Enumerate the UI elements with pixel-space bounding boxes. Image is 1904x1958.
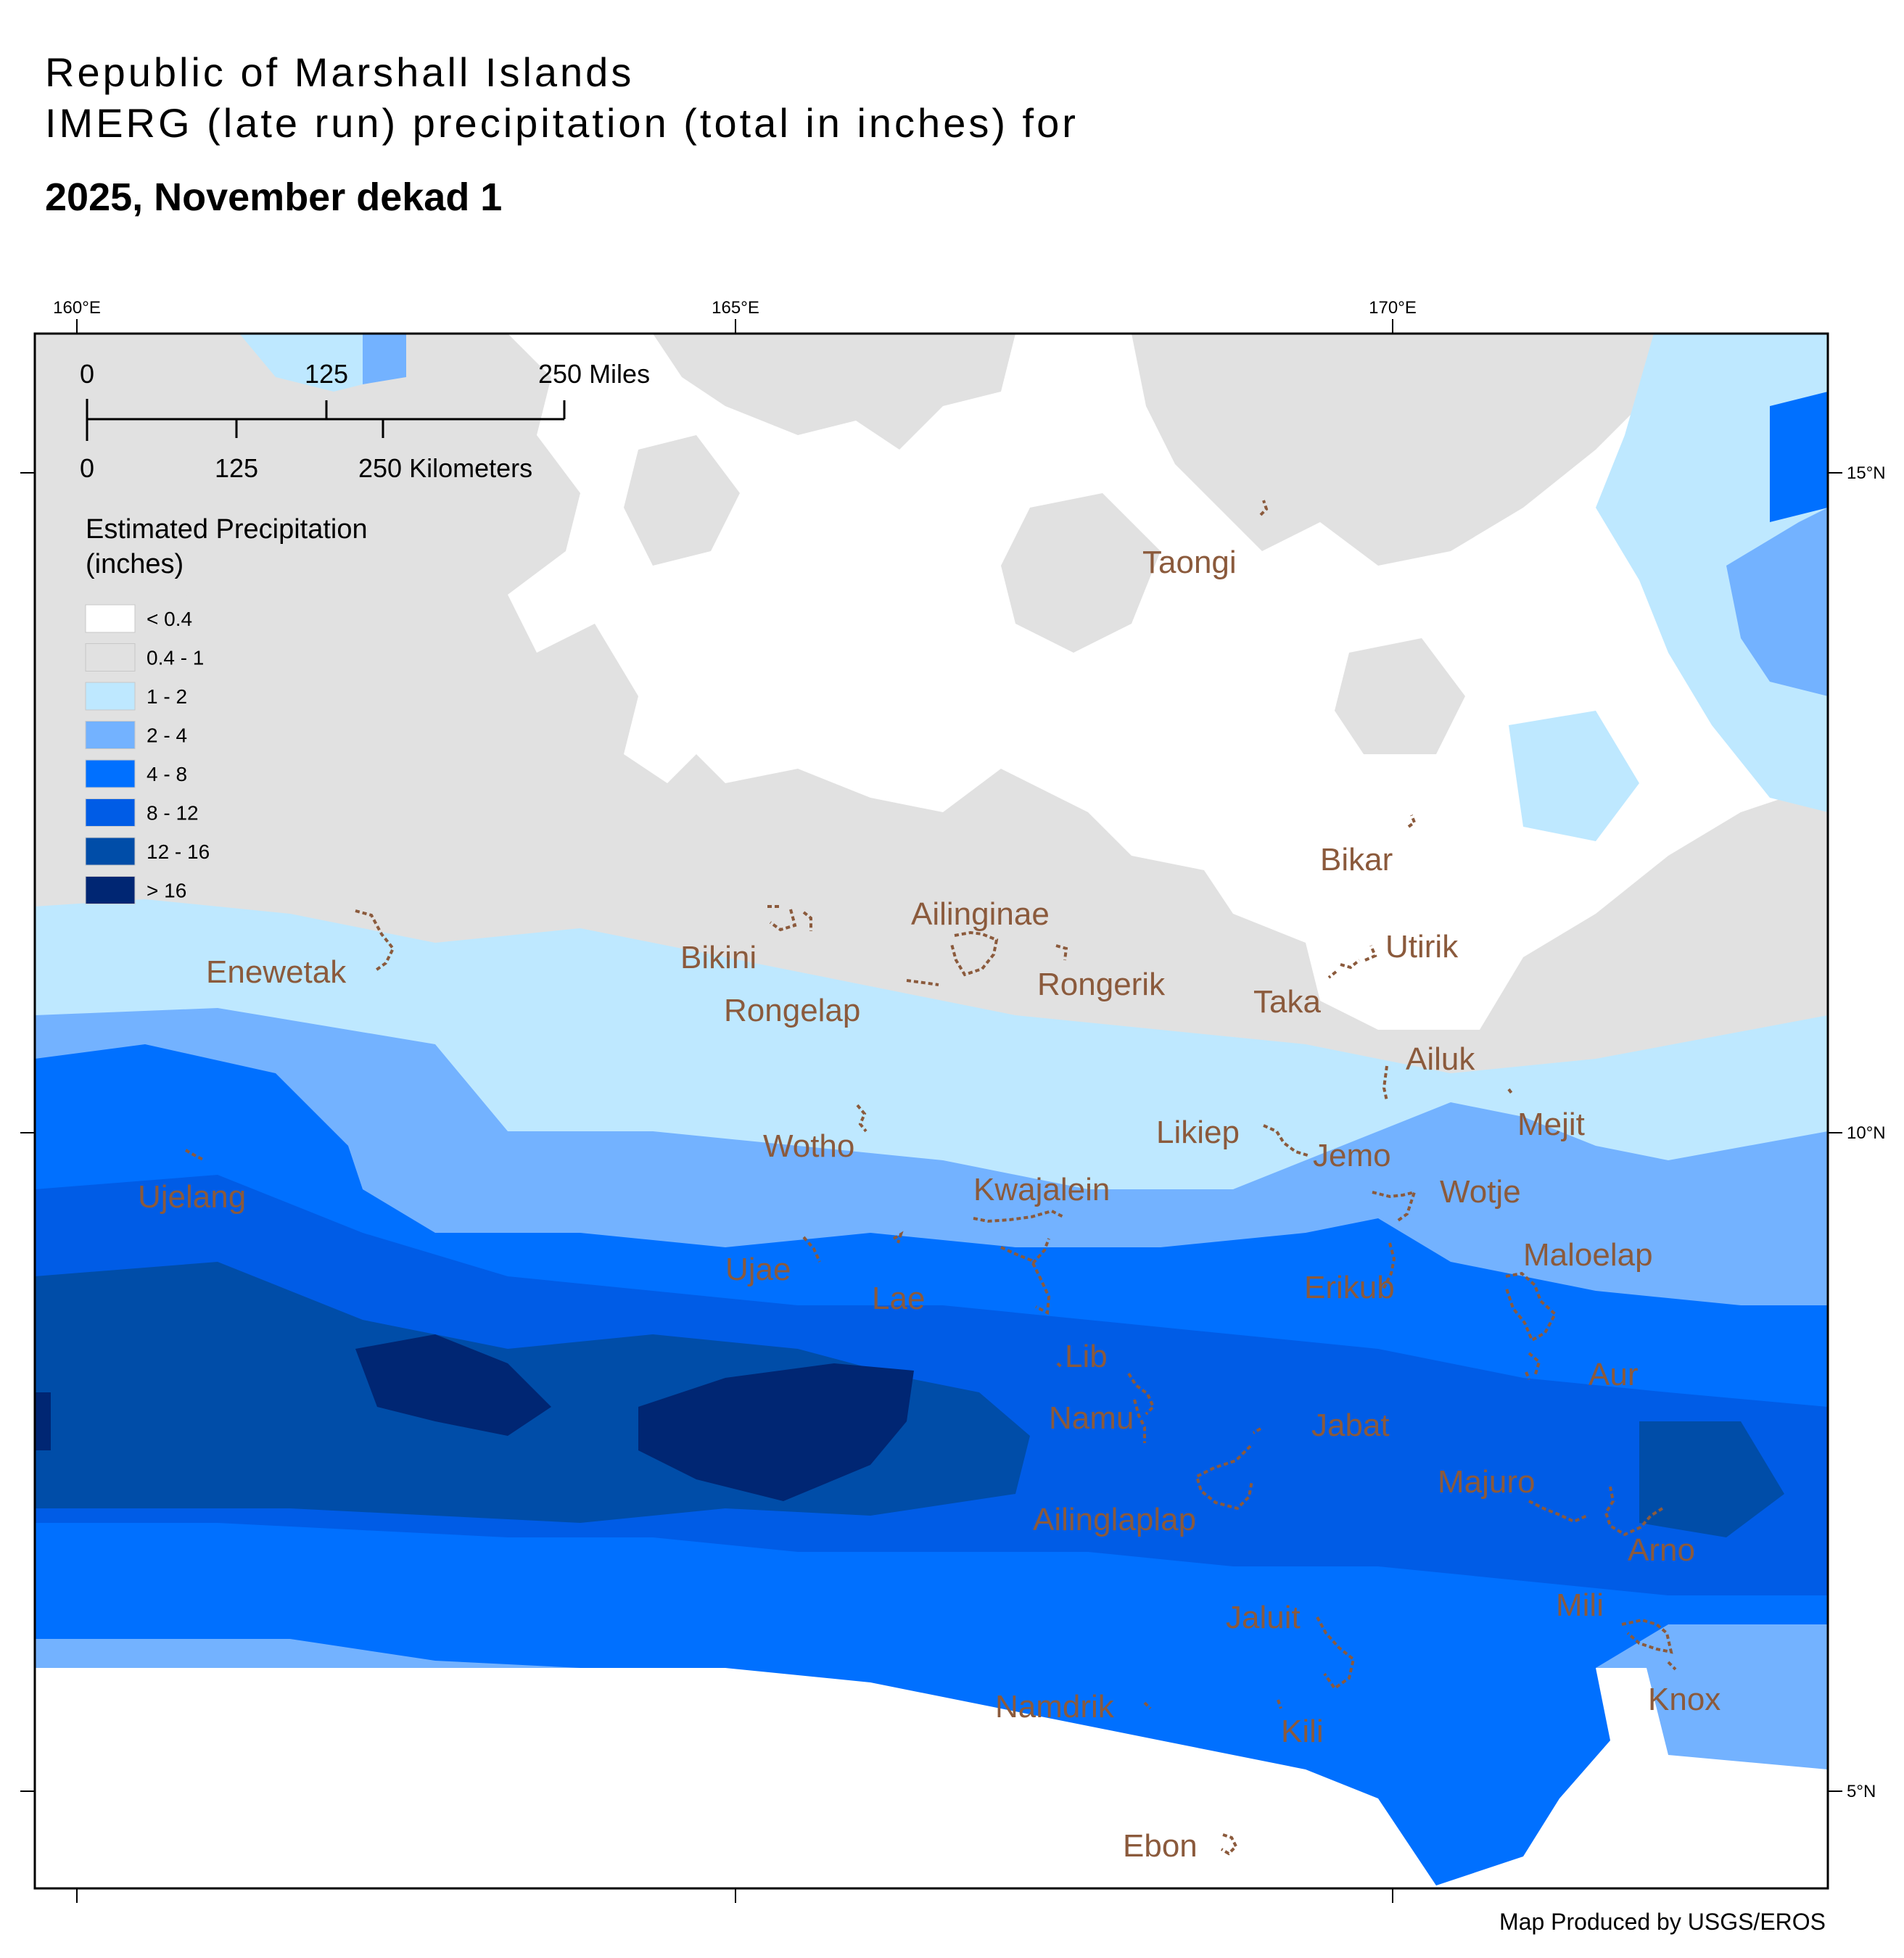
atoll-label-utirik: Utirik	[1385, 929, 1459, 964]
atoll-label-ebon: Ebon	[1123, 1828, 1198, 1864]
lon-label-165: 165°E	[712, 298, 759, 318]
scale-km-0: 0	[80, 453, 94, 483]
atoll-label-kwajalein: Kwajalein	[973, 1172, 1110, 1207]
atoll-label-maloelap: Maloelap	[1523, 1237, 1653, 1273]
atoll-label-namdrik: Namdrik	[995, 1689, 1115, 1724]
atoll-label-ujelang: Ujelang	[138, 1179, 246, 1215]
legend-swatch	[85, 798, 136, 827]
scale-miles-250: 250 Miles	[538, 359, 650, 389]
legend-swatch	[85, 682, 136, 711]
legend-label: 1 - 2	[147, 685, 187, 708]
lat-label-10: 10°N	[1847, 1123, 1886, 1143]
atoll-label-taka: Taka	[1253, 984, 1321, 1020]
atoll-label-ailinglaplap: Ailinglaplap	[1033, 1502, 1196, 1537]
atoll-label-wotje: Wotje	[1440, 1174, 1521, 1210]
legend-label: 0.4 - 1	[147, 647, 204, 669]
atoll-label-kili: Kili	[1281, 1714, 1324, 1749]
legend-swatch	[85, 876, 136, 904]
legend-label: 4 - 8	[147, 763, 187, 785]
legend-swatch	[85, 759, 136, 788]
atoll-label-enewetak: Enewetak	[206, 954, 347, 990]
legend-swatch	[85, 837, 136, 866]
legend-swatch	[85, 643, 136, 672]
legend-swatch	[85, 721, 136, 749]
atoll-label-arno: Arno	[1628, 1532, 1695, 1568]
atoll-label-aur: Aur	[1588, 1357, 1638, 1392]
map-subtitle: IMERG (late run) precipitation (total in…	[45, 100, 1079, 146]
legend-title: Estimated Precipitation	[86, 514, 368, 545]
atoll-labels: Taongi Bikar Enewetak Bikini Ailinginae …	[138, 545, 1720, 1864]
atoll-label-jemo: Jemo	[1313, 1138, 1391, 1173]
atoll-label-rongelap: Rongelap	[724, 993, 860, 1028]
scale-miles-0: 0	[80, 359, 94, 389]
precipitation-raster	[35, 334, 1828, 1888]
atoll-label-mejit: Mejit	[1517, 1107, 1585, 1142]
atoll-label-likiep: Likiep	[1156, 1115, 1240, 1150]
lat-label-5: 5°N	[1847, 1782, 1876, 1801]
map-credit: Map Produced by USGS/EROS	[1499, 1909, 1826, 1935]
legend-label: 12 - 16	[147, 840, 210, 863]
legend-swatch	[85, 604, 136, 633]
atoll-label-bikar: Bikar	[1320, 842, 1393, 877]
atoll-label-bikini: Bikini	[680, 940, 757, 975]
atoll-label-ujae: Ujae	[725, 1252, 791, 1287]
map-title: Republic of Marshall Islands	[45, 49, 635, 95]
atoll-label-erikub: Erikub	[1304, 1270, 1395, 1305]
atoll-label-jaluit: Jaluit	[1226, 1600, 1301, 1635]
lon-label-160: 160°E	[53, 298, 101, 318]
atoll-label-wotho: Wotho	[763, 1128, 854, 1164]
atoll-label-mili: Mili	[1556, 1587, 1604, 1623]
scale-miles-125: 125	[305, 359, 348, 389]
atoll-label-ailuk: Ailuk	[1406, 1041, 1475, 1077]
scale-km-250: 250 Kilometers	[358, 453, 532, 483]
scale-bar: 0 125 250 Miles 0 125 250 Kilometers	[80, 359, 650, 483]
lat-label-15: 15°N	[1847, 463, 1886, 483]
atoll-label-taongi: Taongi	[1142, 545, 1237, 580]
legend-label: 2 - 4	[147, 724, 187, 747]
atoll-label-ailinginae: Ailinginae	[911, 896, 1050, 932]
legend-label: < 0.4	[147, 608, 192, 630]
graticule-ticks	[20, 319, 1842, 1903]
legend-label: 8 - 12	[147, 802, 199, 825]
map-period: 2025, November dekad 1	[45, 175, 503, 219]
lon-label-170: 170°E	[1369, 298, 1417, 318]
atoll-label-majuro: Majuro	[1438, 1464, 1536, 1500]
atoll-label-namu: Namu	[1049, 1400, 1134, 1436]
legend: Estimated Precipitation (inches) < 0.4 0.…	[85, 514, 368, 904]
atoll-label-rongerik: Rongerik	[1037, 967, 1166, 1002]
scale-km-125: 125	[215, 453, 258, 483]
map-frame	[33, 332, 1829, 1890]
atoll-label-lae: Lae	[872, 1281, 925, 1316]
legend-unit: (inches)	[86, 549, 184, 579]
atoll-label-jabat: Jabat	[1311, 1408, 1390, 1443]
atoll-outlines	[185, 500, 1677, 1856]
atoll-label-knox: Knox	[1648, 1682, 1720, 1717]
legend-label: > 16	[147, 880, 186, 902]
atoll-label-lib: Lib	[1065, 1339, 1108, 1374]
